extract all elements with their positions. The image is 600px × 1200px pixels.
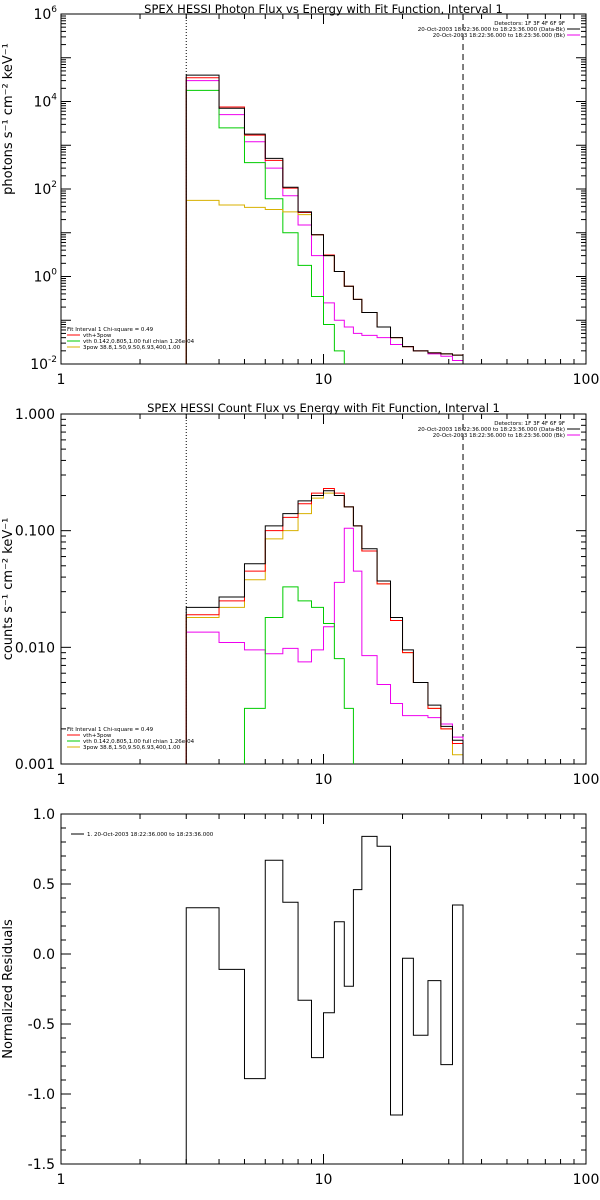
y-axis: 10-2 100 102 104 106 <box>30 5 586 373</box>
series-group <box>185 487 464 764</box>
x-tick-label: 100 <box>573 772 600 788</box>
series-vth <box>243 586 354 764</box>
y-tick-label: 0.001 <box>15 757 55 773</box>
series-group <box>185 835 464 1164</box>
y-axis: 0.001 0.010 0.100 1.000 <box>15 407 586 773</box>
series-bk <box>185 527 464 764</box>
y-tick-label: -1.0 <box>28 1087 55 1103</box>
y-tick-label: 0.100 <box>15 524 55 540</box>
x-tick-label: 1 <box>57 372 66 388</box>
plot-frame <box>60 813 587 1165</box>
y-tick-label: 1.000 <box>15 407 55 423</box>
series-data-bk <box>185 74 464 364</box>
legend: Fit Interval 1 Chi-square = 0.49vth+3pow… <box>67 327 195 351</box>
legend-entry: vth 0.142,0.805,1.00 full chian 1.26e-04 <box>83 739 195 745</box>
chart-title: SPEX HESSI Photon Flux vs Energy with Fi… <box>144 2 503 16</box>
panel-1: SPEX HESSI Photon Flux vs Energy with Fi… <box>1 2 600 388</box>
legend-entry: 1. 20-Oct-2003 18:22:36.000 to 18:23:36.… <box>87 832 214 838</box>
x-tick-label: 10 <box>315 772 333 788</box>
header-line: 20-Oct-2003 18:22:36.000 to 18:23:36.000… <box>418 27 565 33</box>
legend-entry: Fit Interval 1 Chi-square = 0.49 <box>67 727 154 733</box>
legend-entry: vth 0.142,0.805,1.00 full chian 1.26e-04 <box>83 339 195 345</box>
series-data-bk <box>185 490 464 764</box>
legend-entry: 3pow 38.8,1.50,9.50,6.93,400,1.00 <box>83 345 181 351</box>
x-tick-label: 100 <box>573 1172 600 1188</box>
panel-3: 1 10 100 -1.5 -1.0 -0.5 0.0 0.5 1.0 Normalized Re… <box>1 807 600 1188</box>
y-tick-label: 0.0 <box>33 947 55 963</box>
legend-entry: vth+3pow <box>83 333 112 339</box>
y-tick-label: 106 <box>33 5 57 23</box>
y-axis-label: counts s⁻¹ cm⁻² keV⁻¹ <box>1 518 16 661</box>
y-tick-label: 0.5 <box>33 877 55 893</box>
x-tick-label: 10 <box>315 372 333 388</box>
x-tick-label: 1 <box>57 772 66 788</box>
legend: 1. 20-Oct-2003 18:22:36.000 to 18:23:36.… <box>71 832 214 838</box>
header-line: Detectors: 1F 3F 4F 6F 9F <box>494 421 565 427</box>
x-axis: 1 10 100 <box>57 814 600 1188</box>
series-vth-3pow <box>185 77 464 364</box>
series-vth <box>185 89 345 364</box>
header-line: 20-Oct-2003 18:22:36.000 to 18:23:36.000… <box>418 427 565 433</box>
y-tick-label: 104 <box>33 93 57 111</box>
legend-entry: Fit Interval 1 Chi-square = 0.49 <box>67 327 154 333</box>
header-line: 20-Oct-2003 18:22:36.000 to 18:23:36.000… <box>433 33 565 39</box>
series-1-20-oct-2003-18-22-36-000-to-18-23-36-000 <box>185 835 464 1164</box>
plot-frame <box>60 413 587 765</box>
y-tick-label: 1.0 <box>33 807 55 823</box>
legend-entry: vth+3pow <box>83 733 112 739</box>
x-tick-label: 1 <box>57 1172 66 1188</box>
y-tick-label: 10-2 <box>30 355 57 373</box>
y-axis-label: photons s⁻¹ cm⁻² keV⁻¹ <box>1 43 16 195</box>
series-vth-3pow <box>185 487 464 764</box>
y-tick-label: 102 <box>33 180 57 198</box>
y-axis: -1.5 -1.0 -0.5 0.0 0.5 1.0 <box>28 807 586 1173</box>
header-line: 20-Oct-2003 18:22:36.000 to 18:23:36.000… <box>433 433 565 439</box>
legend: Fit Interval 1 Chi-square = 0.49vth+3pow… <box>67 727 195 751</box>
series-3pow <box>185 492 464 764</box>
x-axis: 1 10 100 <box>57 414 600 788</box>
x-axis: 1 10 100 <box>57 14 600 388</box>
x-tick-label: 100 <box>573 372 600 388</box>
y-tick-label: -0.5 <box>28 1017 55 1033</box>
header-line: Detectors: 1F 3F 4F 6F 9F <box>494 21 565 27</box>
y-tick-label: 0.010 <box>15 640 55 656</box>
y-axis-label: Normalized Residuals <box>1 919 16 1059</box>
y-tick-label: -1.5 <box>28 1157 55 1173</box>
y-tick-label: 100 <box>33 268 57 286</box>
x-tick-label: 10 <box>315 1172 333 1188</box>
legend-entry: 3pow 38.8,1.50,9.50,6.93,400,1.00 <box>83 745 181 751</box>
chart-title: SPEX HESSI Count Flux vs Energy with Fit… <box>147 401 500 415</box>
panel-2: SPEX HESSI Count Flux vs Energy with Fit… <box>1 401 600 788</box>
series-bk <box>185 80 464 364</box>
series-group <box>185 74 464 364</box>
